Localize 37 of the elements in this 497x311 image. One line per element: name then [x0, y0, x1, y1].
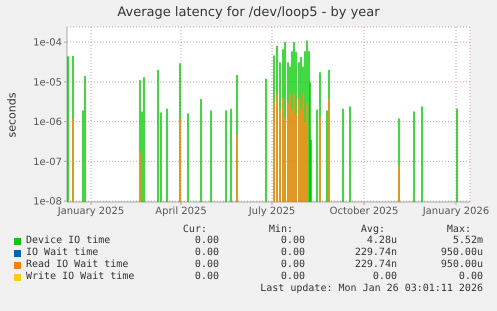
x-tick-label: April 2025	[155, 206, 207, 218]
chart-title: Average latency for /dev/loop5 - by year	[116, 5, 381, 20]
text: 229.74n	[354, 259, 397, 270]
y-tick-label: 1e-07	[33, 156, 62, 168]
text: Avg:	[360, 224, 385, 235]
x-tick-label: January 2025	[56, 206, 124, 218]
text: 0.00	[280, 247, 305, 258]
text: 0.00	[194, 235, 219, 246]
y-axis-title: seconds	[6, 92, 18, 138]
legend-label: Read IO Wait time	[26, 259, 128, 270]
text: Last update: Mon Jan 26 03:01:11 2026	[260, 283, 483, 294]
y-tick-label: 1e-08	[33, 196, 62, 208]
text: 5.52m	[452, 235, 483, 246]
text: Max:	[446, 224, 471, 235]
text: 0.00	[458, 271, 483, 282]
text: 0.00	[280, 271, 305, 282]
legend-label: Write IO Wait time	[26, 271, 134, 282]
legend-label: IO Wait time	[26, 247, 98, 258]
text: 0.00	[194, 247, 219, 258]
text: 0.00	[280, 259, 305, 270]
legend-label: Device IO time	[26, 235, 110, 246]
x-tick-label: January 2026	[422, 206, 490, 218]
text: 0.00	[280, 235, 305, 246]
text: Cur:	[182, 224, 207, 235]
y-tick-label: 1e-06	[33, 117, 62, 128]
x-tick-label: July 2025	[248, 206, 296, 218]
text: 4.28u	[366, 235, 397, 246]
text: 0.00	[194, 259, 219, 270]
text: 950.00u	[440, 259, 483, 270]
text: Min:	[268, 224, 293, 235]
y-tick-label: 1e-05	[33, 77, 62, 88]
y-tick-label: 1e-04	[33, 38, 62, 49]
text: 229.74n	[354, 247, 397, 258]
text: 0.00	[372, 271, 397, 282]
text: 0.00	[194, 271, 219, 282]
x-tick-label: October 2025	[330, 206, 398, 218]
text: 950.00u	[440, 247, 483, 258]
